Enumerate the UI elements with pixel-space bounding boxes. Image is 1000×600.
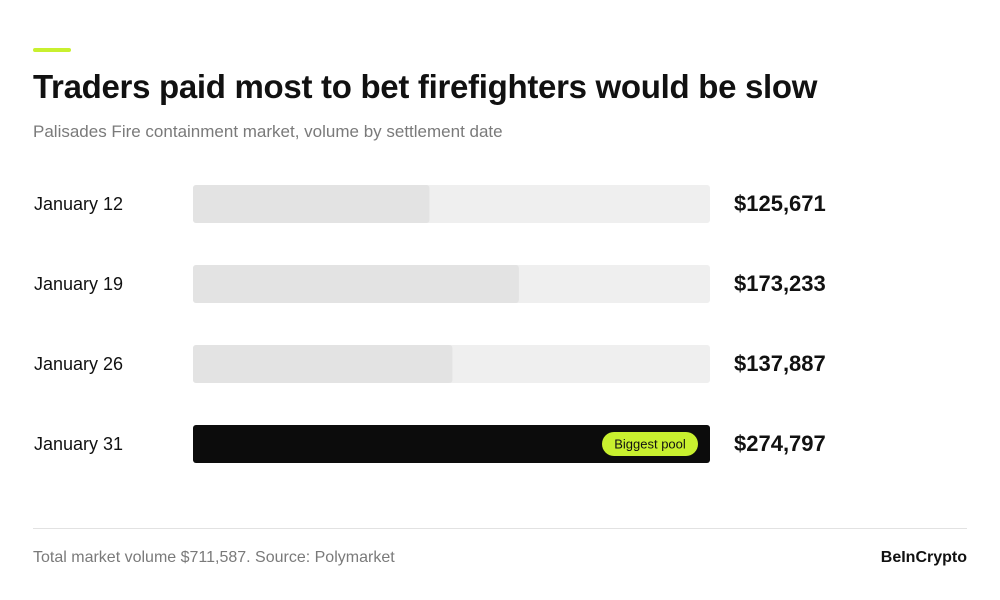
value-label: $137,887 bbox=[734, 351, 826, 376]
category-label: January 12 bbox=[34, 194, 123, 214]
bar bbox=[193, 265, 519, 303]
bar-row: January 31 Biggest pool $274,797 bbox=[34, 425, 826, 463]
category-label: January 31 bbox=[34, 434, 123, 454]
bar bbox=[193, 185, 430, 223]
value-label: $125,671 bbox=[734, 191, 826, 216]
bar-row: January 12 $125,671 bbox=[34, 185, 826, 223]
footer-divider bbox=[33, 528, 967, 529]
chart-subtitle: Palisades Fire containment market, volum… bbox=[33, 122, 503, 141]
footer-note: Total market volume $711,587. Source: Po… bbox=[33, 549, 395, 566]
value-label: $274,797 bbox=[734, 431, 826, 456]
biggest-pool-badge: Biggest pool bbox=[614, 437, 686, 452]
category-label: January 19 bbox=[34, 274, 123, 294]
brand-logo: BeInCrypto bbox=[880, 549, 967, 566]
bar-row: January 26 $137,887 bbox=[34, 345, 826, 383]
category-label: January 26 bbox=[34, 354, 123, 374]
chart-title: Traders paid most to bet firefighters wo… bbox=[33, 68, 818, 105]
badge-pill bbox=[602, 432, 698, 456]
bar-highlight bbox=[193, 425, 710, 463]
accent-bar bbox=[33, 48, 71, 52]
value-label: $173,233 bbox=[734, 271, 826, 296]
bar-row: January 19 $173,233 bbox=[34, 265, 826, 303]
bar bbox=[193, 345, 453, 383]
